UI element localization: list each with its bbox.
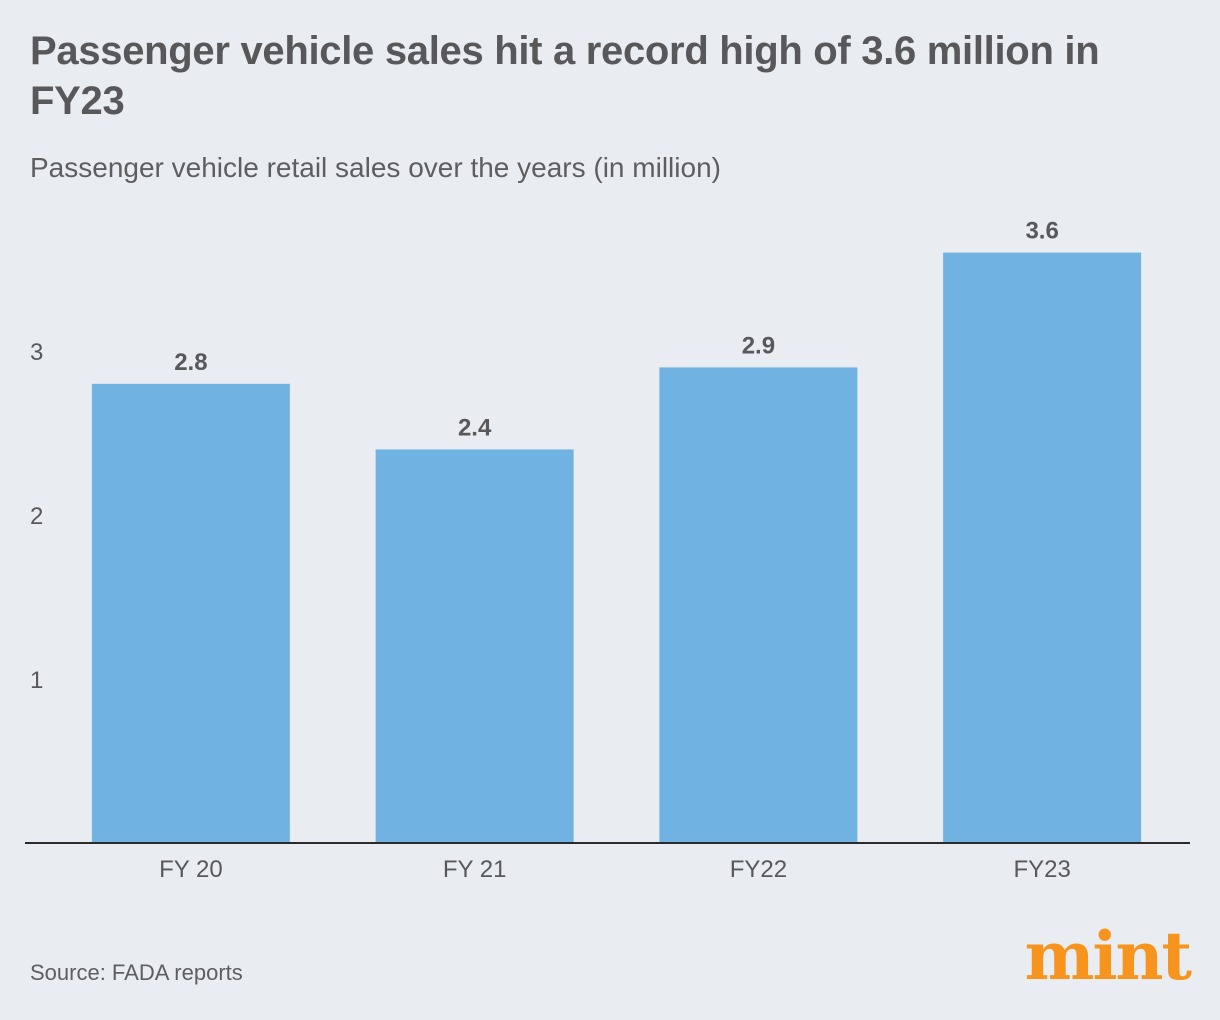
bar <box>943 252 1142 844</box>
x-tick-label: FY22 <box>730 856 787 883</box>
y-tick-label: 1 <box>30 667 43 694</box>
bar-value-label: 2.9 <box>742 332 775 359</box>
bar-value-label: 2.8 <box>174 349 207 376</box>
bar <box>375 449 574 843</box>
data-labels-group: 2.8 2.4 2.9 3.6 <box>174 218 1059 442</box>
x-tick-label: FY 21 <box>443 856 507 883</box>
x-tick-label: FY23 <box>1013 856 1070 883</box>
bars-group <box>91 252 1142 844</box>
bar <box>91 383 290 843</box>
y-tick-label: 3 <box>30 339 43 366</box>
bar-value-label: 3.6 <box>1025 218 1058 245</box>
chart-subtitle: Passenger vehicle retail sales over the … <box>30 152 721 183</box>
x-axis-ticks: FY 20 FY 21 FY22 FY23 <box>159 856 1071 883</box>
chart-title: Passenger vehicle sales hit a record hig… <box>30 29 1100 123</box>
y-tick-label: 2 <box>30 503 43 530</box>
source-note: Source: FADA reports <box>30 960 243 985</box>
x-tick-label: FY 20 <box>159 856 223 883</box>
y-axis-ticks: 1 2 3 <box>30 339 43 694</box>
bar-value-label: 2.4 <box>458 414 492 441</box>
mint-logo: mint <box>1024 917 1192 995</box>
bar <box>659 367 858 843</box>
